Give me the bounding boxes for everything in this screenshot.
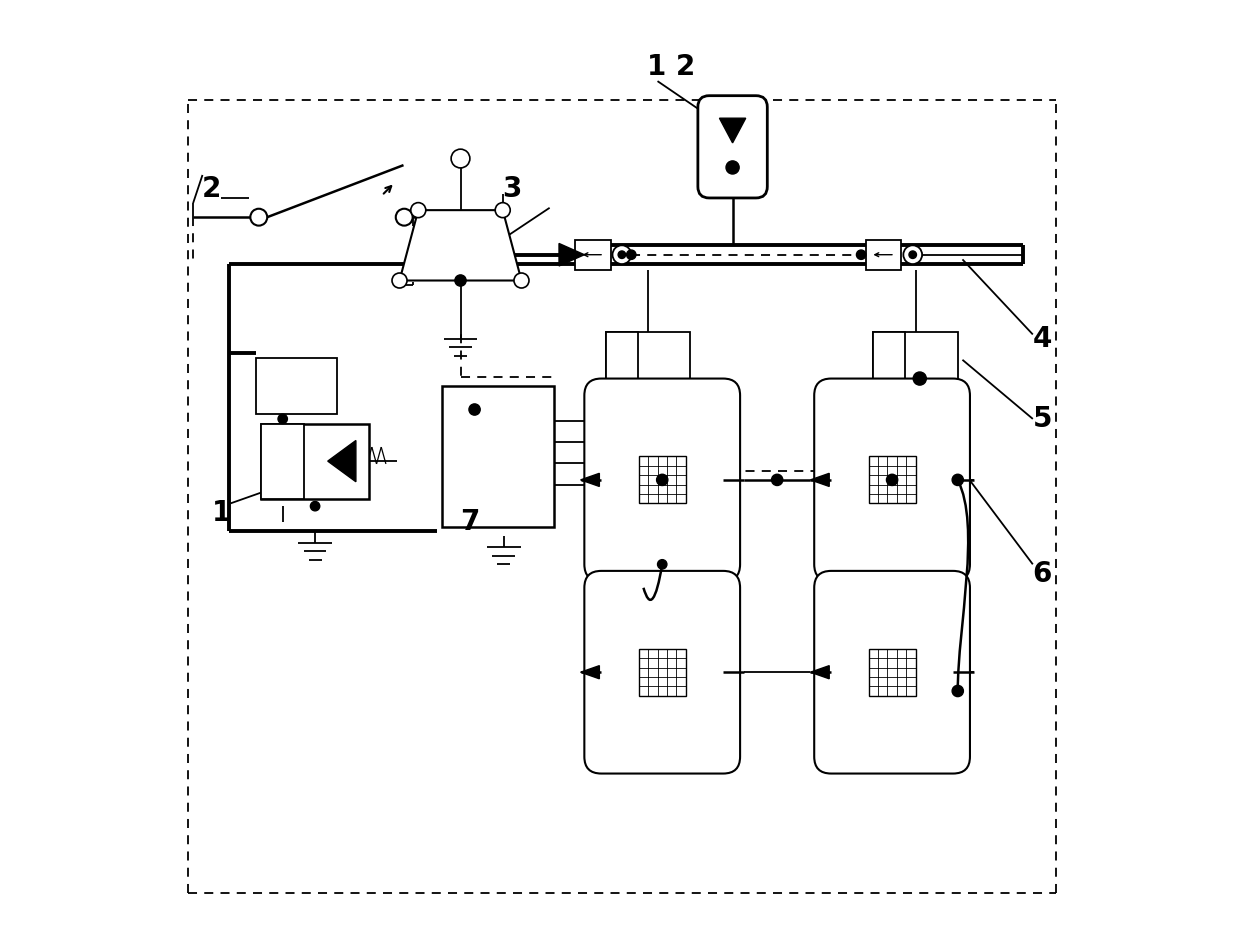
Circle shape	[657, 474, 668, 486]
Circle shape	[396, 209, 413, 226]
Circle shape	[913, 372, 926, 385]
FancyBboxPatch shape	[698, 96, 768, 198]
Bar	[873, 331, 957, 388]
Circle shape	[515, 273, 529, 288]
Circle shape	[626, 250, 636, 260]
Circle shape	[657, 560, 667, 569]
Polygon shape	[811, 665, 830, 678]
Circle shape	[887, 474, 898, 486]
Circle shape	[857, 250, 866, 260]
Circle shape	[310, 502, 320, 511]
Bar	[869, 648, 915, 695]
Bar	[575, 240, 610, 270]
FancyBboxPatch shape	[584, 378, 740, 582]
Bar	[262, 423, 304, 499]
Circle shape	[952, 685, 963, 696]
Polygon shape	[559, 244, 584, 266]
Bar	[873, 331, 905, 388]
Polygon shape	[719, 119, 745, 143]
Text: 7: 7	[460, 508, 480, 536]
Circle shape	[904, 246, 923, 264]
Circle shape	[392, 273, 407, 288]
Polygon shape	[580, 665, 599, 678]
Bar	[606, 331, 691, 388]
Circle shape	[451, 150, 470, 167]
Circle shape	[495, 202, 510, 217]
Text: 3: 3	[502, 175, 522, 203]
Bar	[262, 423, 370, 499]
Text: 1: 1	[212, 499, 231, 527]
Circle shape	[771, 474, 782, 486]
Circle shape	[618, 251, 626, 259]
Bar	[441, 386, 554, 527]
Bar	[869, 456, 915, 503]
Polygon shape	[580, 473, 599, 486]
Circle shape	[725, 161, 739, 174]
Text: 6: 6	[1033, 560, 1052, 588]
FancyBboxPatch shape	[584, 571, 740, 774]
Circle shape	[250, 209, 268, 226]
Bar	[866, 240, 901, 270]
Circle shape	[952, 474, 963, 486]
Text: 1 2: 1 2	[647, 53, 696, 81]
Bar	[639, 456, 686, 503]
Circle shape	[278, 414, 288, 423]
Text: 2: 2	[202, 175, 222, 203]
Bar	[257, 358, 337, 414]
FancyBboxPatch shape	[815, 571, 970, 774]
Circle shape	[410, 202, 425, 217]
Text: 5: 5	[1033, 405, 1052, 433]
Bar	[606, 331, 639, 388]
Text: 4: 4	[1033, 326, 1052, 353]
Circle shape	[613, 246, 631, 264]
Circle shape	[469, 404, 480, 415]
Circle shape	[909, 251, 916, 259]
FancyBboxPatch shape	[815, 378, 970, 582]
Polygon shape	[327, 440, 356, 482]
Polygon shape	[811, 473, 830, 486]
Circle shape	[455, 275, 466, 286]
Bar	[639, 648, 686, 695]
Polygon shape	[399, 210, 522, 280]
